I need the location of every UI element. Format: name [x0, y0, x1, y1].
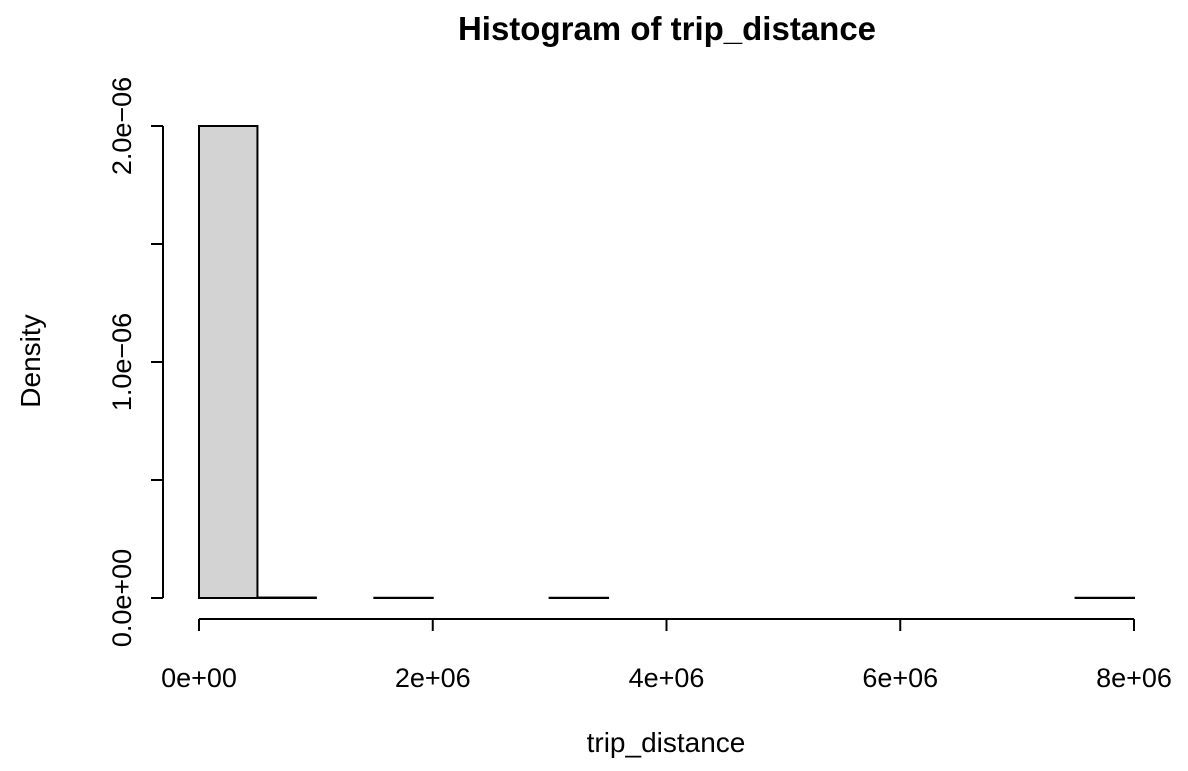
x-tick-label-3: 6e+06 [862, 663, 938, 693]
histogram-bar-0 [198, 125, 259, 599]
x-tick-label-2: 4e+06 [629, 663, 705, 693]
y-axis-label: Density [15, 314, 46, 407]
y-tick-label-4: 2.0e−06 [107, 77, 137, 175]
x-tick-label-1: 2e+06 [395, 663, 471, 693]
y-ticks-group: 0.0e+00 1.0e−06 2.0e−06 [107, 77, 163, 647]
y-tick-label-2: 1.0e−06 [107, 313, 137, 411]
chart-title: Histogram of trip_distance [458, 10, 876, 47]
x-ticks-group: 0e+00 2e+06 4e+06 6e+06 8e+06 [161, 619, 1172, 693]
x-axis-label: trip_distance [587, 727, 746, 758]
x-tick-label-0: 0e+00 [161, 663, 237, 693]
bars-group [198, 125, 1135, 600]
x-tick-label-4: 8e+06 [1096, 663, 1172, 693]
y-tick-label-0: 0.0e+00 [107, 549, 137, 647]
